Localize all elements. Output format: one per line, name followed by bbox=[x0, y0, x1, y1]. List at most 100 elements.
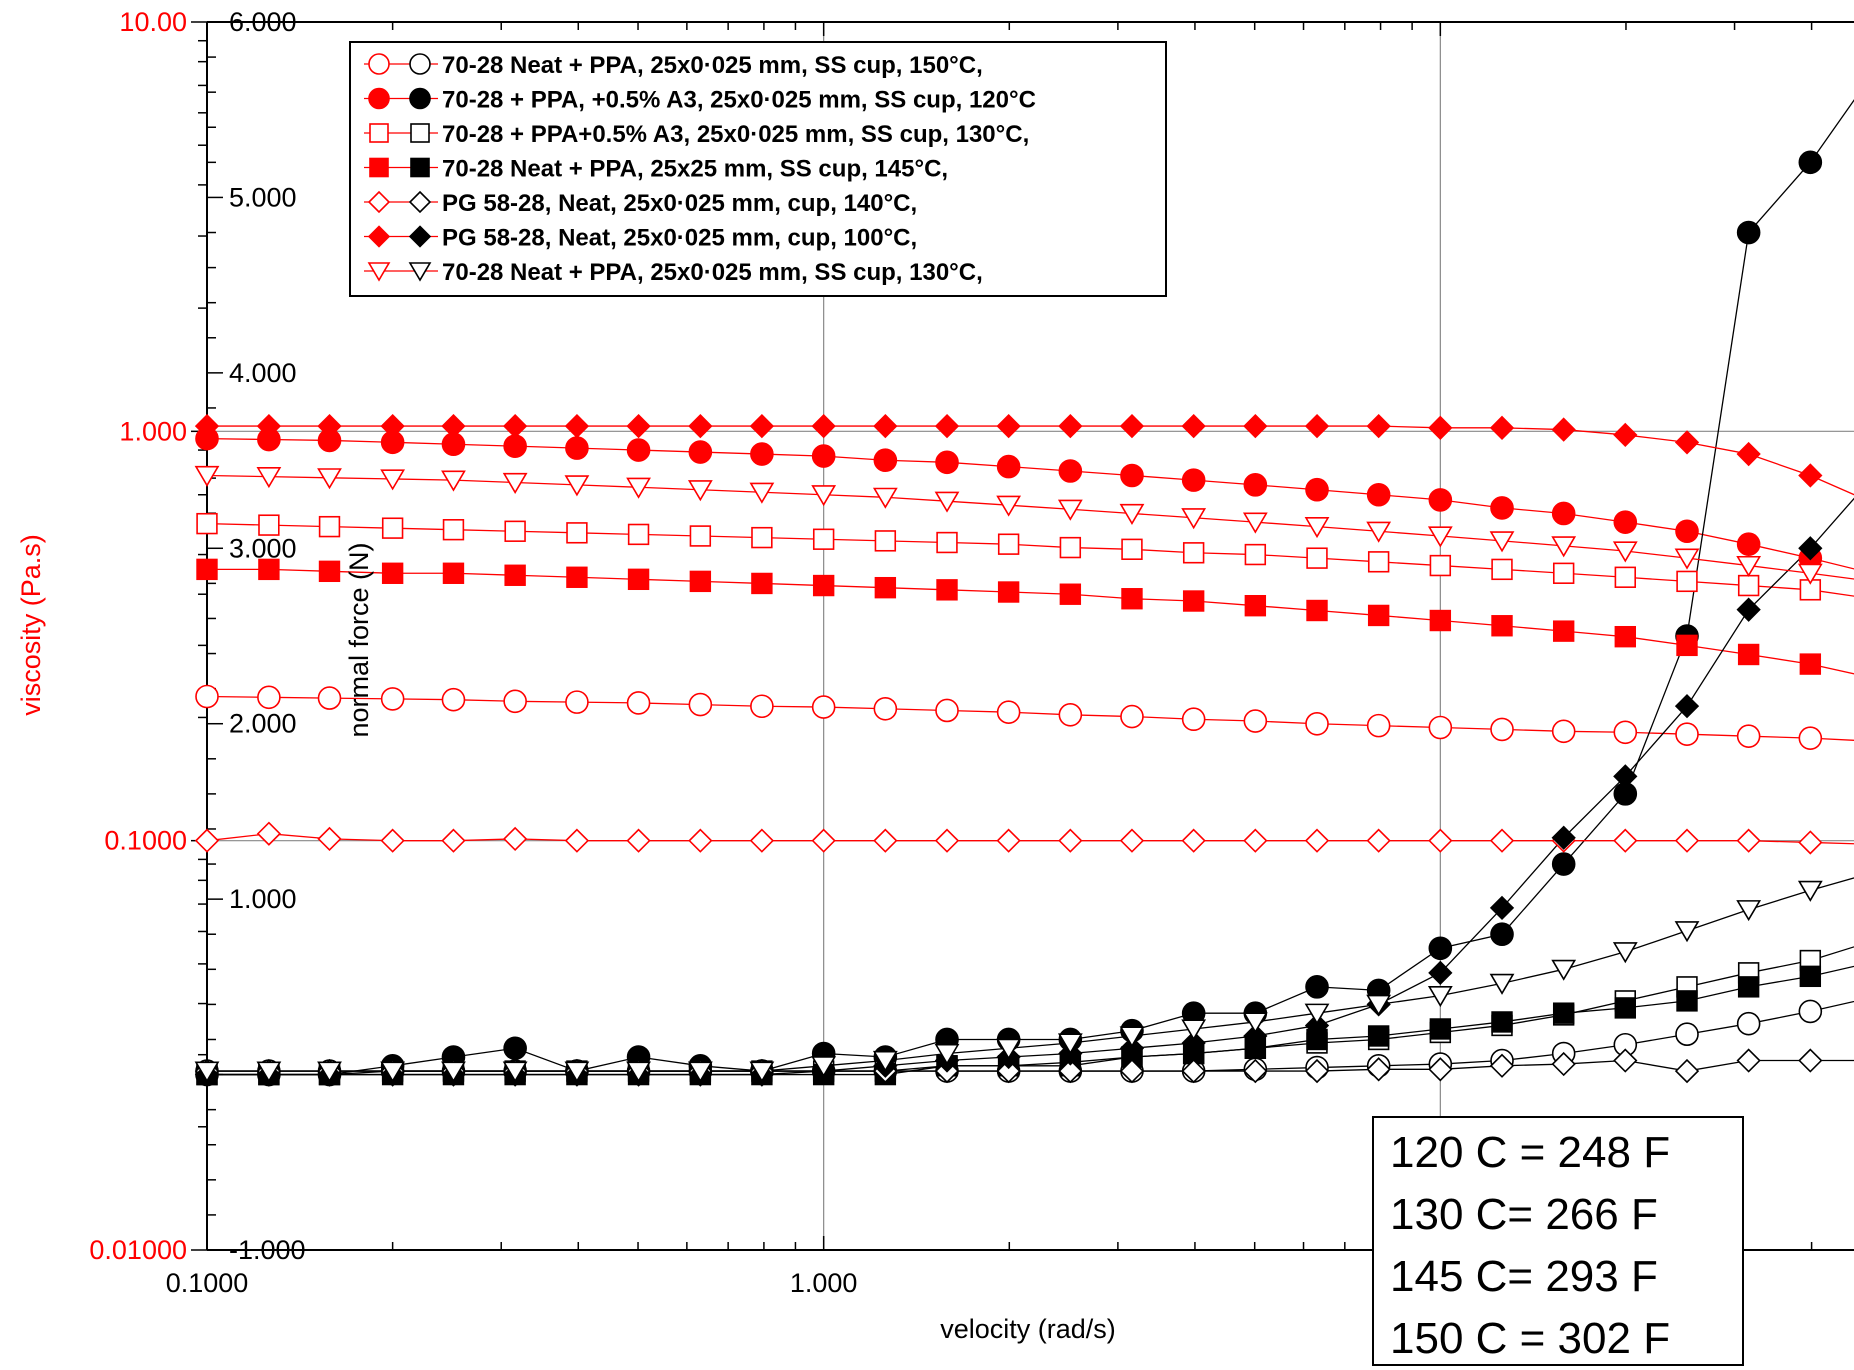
data-point-viscosity bbox=[1798, 726, 1823, 750]
data-point-viscosity bbox=[1181, 468, 1206, 492]
data-point-normal-force bbox=[1613, 1048, 1638, 1073]
data-point-viscosity bbox=[257, 685, 281, 710]
data-point-normal-force bbox=[1674, 694, 1700, 719]
legend-entry-label: PG 58-28, Neat, 25x0·025 mm, cup, 100°C, bbox=[442, 225, 917, 252]
y-right-tick-label: -1.000 bbox=[229, 1235, 306, 1265]
x-tick-label: 1.000 bbox=[790, 1268, 858, 1298]
data-point-normal-force bbox=[1366, 1057, 1391, 1082]
data-point-normal-force bbox=[1366, 994, 1392, 1016]
data-point-viscosity bbox=[380, 413, 405, 439]
data-point-viscosity bbox=[1243, 413, 1268, 439]
y-axis-label-normal-force: normal force (N) bbox=[344, 542, 374, 737]
data-point-viscosity bbox=[1058, 828, 1083, 853]
data-point-viscosity bbox=[1551, 719, 1576, 744]
data-point-viscosity bbox=[1244, 594, 1267, 617]
data-point-viscosity bbox=[1304, 517, 1330, 539]
data-point-viscosity bbox=[934, 491, 960, 513]
data-point-normal-force bbox=[749, 1061, 775, 1083]
data-point-viscosity bbox=[996, 828, 1021, 853]
data-point-normal-force bbox=[1736, 900, 1762, 922]
data-point-viscosity bbox=[627, 523, 650, 546]
data-point-viscosity bbox=[504, 564, 526, 586]
data-point-viscosity bbox=[442, 519, 465, 541]
data-point-viscosity bbox=[873, 696, 898, 721]
data-point-viscosity bbox=[380, 687, 405, 711]
data-point-viscosity bbox=[502, 472, 528, 494]
data-point-viscosity bbox=[749, 413, 775, 439]
data-point-viscosity bbox=[1059, 583, 1082, 605]
legend-marker-normal-force bbox=[410, 123, 430, 143]
data-point-viscosity bbox=[566, 522, 588, 544]
data-point-normal-force bbox=[872, 1050, 898, 1073]
data-point-viscosity bbox=[1181, 707, 1206, 732]
data-point-viscosity bbox=[194, 465, 220, 487]
data-point-normal-force bbox=[1612, 942, 1638, 964]
data-point-viscosity bbox=[688, 828, 713, 853]
data-point-viscosity bbox=[317, 413, 342, 439]
legend-marker-viscosity bbox=[369, 157, 389, 178]
data-point-normal-force bbox=[687, 1061, 713, 1083]
data-point-viscosity bbox=[1306, 599, 1328, 622]
data-point-normal-force bbox=[1243, 1023, 1268, 1049]
x-axis-label: velocity (rad/s) bbox=[940, 1314, 1116, 1344]
data-point-viscosity bbox=[873, 413, 898, 439]
data-point-viscosity bbox=[564, 475, 590, 497]
data-point-normal-force bbox=[1304, 1058, 1330, 1084]
data-point-viscosity bbox=[996, 700, 1021, 724]
data-point-normal-force bbox=[1181, 1058, 1206, 1084]
data-point-viscosity bbox=[441, 828, 466, 853]
data-point-viscosity bbox=[1552, 620, 1575, 642]
data-point-viscosity bbox=[873, 828, 898, 853]
data-point-viscosity bbox=[318, 560, 341, 583]
data-point-normal-force bbox=[934, 1043, 960, 1065]
data-point-viscosity bbox=[811, 444, 836, 468]
data-point-viscosity bbox=[1491, 558, 1513, 581]
x-tick-label: 0.1000 bbox=[166, 1268, 249, 1298]
legend-marker-normal-force bbox=[408, 190, 432, 214]
data-point-viscosity bbox=[1182, 590, 1205, 612]
conversion-line: 120 C = 248 F bbox=[1390, 1128, 1671, 1177]
data-point-viscosity bbox=[1429, 609, 1452, 632]
data-point-normal-force bbox=[1491, 1011, 1513, 1033]
data-point-viscosity bbox=[687, 480, 713, 502]
data-point-viscosity bbox=[751, 526, 773, 549]
data-point-viscosity bbox=[688, 413, 713, 439]
data-point-viscosity bbox=[996, 413, 1021, 439]
data-point-viscosity bbox=[626, 477, 651, 499]
data-point-viscosity bbox=[749, 828, 775, 853]
data-point-viscosity bbox=[689, 525, 712, 547]
data-point-normal-force bbox=[1489, 1053, 1515, 1078]
data-point-normal-force bbox=[1797, 880, 1823, 902]
data-point-viscosity bbox=[441, 687, 466, 712]
data-point-viscosity bbox=[1367, 551, 1390, 573]
data-point-viscosity bbox=[381, 517, 404, 539]
data-point-viscosity bbox=[1736, 828, 1761, 853]
data-point-normal-force bbox=[1674, 921, 1700, 943]
data-point-viscosity bbox=[1242, 512, 1268, 534]
y-right-tick-label: 1.000 bbox=[229, 884, 297, 914]
data-point-normal-force bbox=[996, 1038, 1022, 1060]
data-point-viscosity bbox=[196, 558, 218, 581]
data-point-normal-force bbox=[1737, 976, 1760, 998]
data-point-viscosity bbox=[997, 533, 1020, 555]
legend-marker-viscosity bbox=[369, 123, 389, 143]
data-point-viscosity bbox=[1119, 828, 1145, 853]
data-point-viscosity bbox=[1057, 499, 1083, 521]
data-point-viscosity bbox=[194, 413, 220, 439]
data-point-viscosity bbox=[1614, 566, 1636, 588]
data-point-viscosity bbox=[566, 566, 588, 588]
data-point-viscosity bbox=[812, 528, 835, 550]
data-point-viscosity bbox=[874, 530, 897, 552]
data-point-viscosity bbox=[1058, 702, 1083, 727]
data-point-normal-force bbox=[1428, 936, 1453, 961]
legend-marker-normal-force bbox=[409, 53, 431, 75]
data-point-normal-force bbox=[1613, 764, 1638, 789]
data-point-viscosity bbox=[1797, 563, 1823, 585]
data-point-viscosity bbox=[1119, 503, 1145, 525]
data-point-normal-force bbox=[1181, 1019, 1207, 1041]
data-point-viscosity bbox=[1674, 548, 1700, 570]
legend-marker-normal-force bbox=[408, 225, 432, 248]
data-point-viscosity bbox=[996, 454, 1021, 479]
data-point-normal-force bbox=[1614, 997, 1636, 1019]
